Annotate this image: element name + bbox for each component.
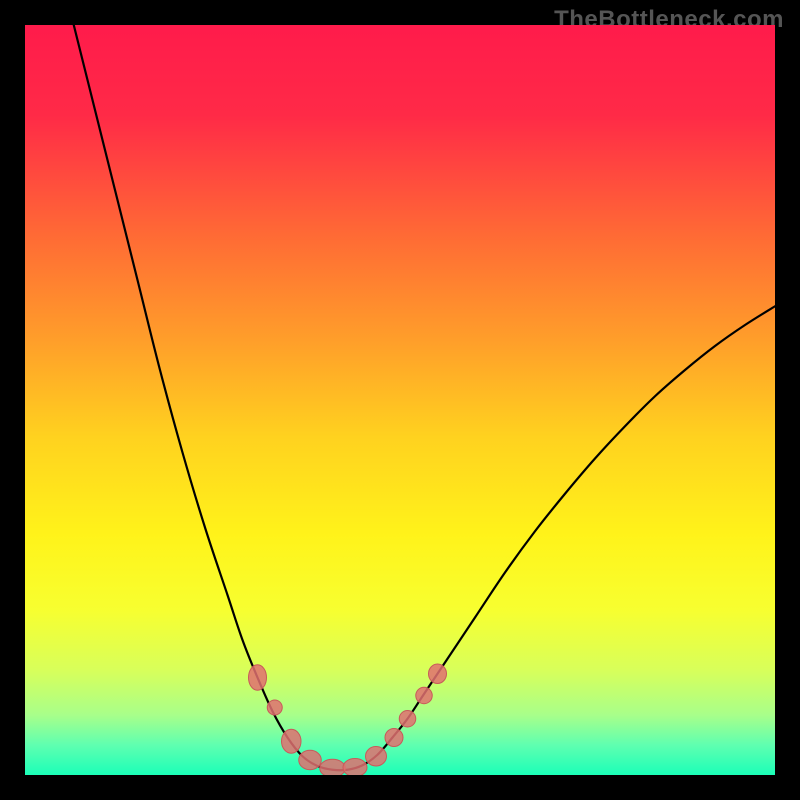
- data-marker: [320, 759, 346, 775]
- bottleneck-chart: [25, 25, 775, 775]
- data-marker: [343, 759, 367, 776]
- chart-background: [25, 25, 775, 775]
- data-marker: [299, 750, 322, 770]
- data-marker: [267, 700, 282, 715]
- data-marker: [416, 687, 433, 704]
- data-marker: [399, 711, 416, 728]
- data-marker: [385, 729, 403, 747]
- data-marker: [249, 665, 267, 691]
- data-marker: [282, 729, 302, 753]
- chart-frame: TheBottleneck.com: [0, 0, 800, 800]
- data-marker: [429, 664, 447, 684]
- data-marker: [366, 747, 387, 767]
